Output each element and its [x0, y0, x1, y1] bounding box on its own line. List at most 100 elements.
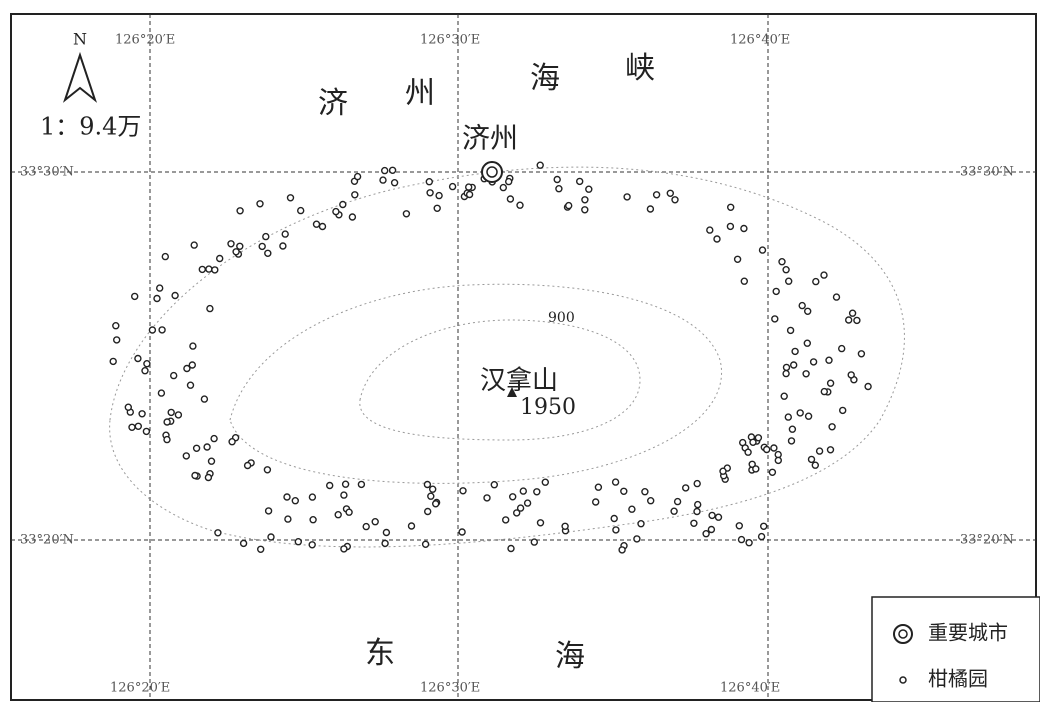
orchard [341, 480, 350, 488]
legend-label: 柑橘园 [928, 667, 988, 691]
orchard [308, 541, 316, 549]
orchard [796, 409, 804, 417]
orchard [112, 322, 120, 330]
orchard [787, 437, 796, 445]
orchard [348, 213, 357, 221]
orchard [828, 423, 836, 431]
orchard [435, 191, 443, 200]
orchard [167, 408, 175, 417]
orchard [770, 444, 778, 452]
orchard [281, 230, 289, 238]
legend: 重要城市 柑橘园 [871, 596, 1040, 702]
lon-label: 126°20′E [115, 33, 175, 48]
orchard [421, 540, 430, 548]
orchard [804, 412, 813, 420]
orchard [381, 166, 389, 175]
orchard [809, 358, 818, 366]
orchard [459, 487, 467, 495]
city-name: 济州 [462, 122, 518, 155]
orchard [826, 379, 835, 387]
orchard [206, 304, 214, 313]
island-relief [109, 166, 905, 548]
orchard [448, 182, 457, 191]
orchard [345, 508, 353, 516]
orchard [211, 266, 219, 274]
orchard [790, 361, 798, 369]
orchard [847, 371, 855, 379]
orchard [839, 406, 847, 415]
orchard [157, 389, 166, 397]
orchard [812, 277, 820, 286]
orchard [153, 294, 161, 303]
orchard [286, 194, 295, 202]
orchard [673, 497, 682, 506]
north-arrow: N [62, 30, 98, 103]
orchard [771, 315, 779, 323]
orchard [811, 461, 819, 469]
orchard [555, 184, 563, 193]
orchard [190, 241, 198, 249]
orchard [138, 410, 146, 418]
north-label: N [73, 30, 87, 49]
orchard [424, 507, 432, 516]
scale-label: 1：9.4万 [40, 113, 141, 141]
orchard [733, 255, 742, 263]
orchard [754, 434, 763, 442]
orchard [283, 493, 291, 501]
orchard [576, 177, 584, 186]
orchard [610, 514, 618, 523]
orchard [561, 522, 569, 530]
orchard [312, 220, 321, 228]
orchard [505, 177, 513, 186]
orchard [128, 423, 136, 431]
orchard [228, 438, 236, 446]
orchard [239, 539, 248, 548]
strait-char: 州 [405, 76, 435, 111]
orchard [200, 395, 209, 403]
orchard [388, 166, 397, 175]
orchard-points [109, 161, 872, 554]
orchard [745, 539, 753, 547]
orchard [719, 467, 727, 475]
orchard [763, 445, 771, 454]
orchard [483, 494, 491, 502]
orchard [798, 301, 806, 310]
orchard [142, 427, 151, 436]
orchard [318, 222, 327, 231]
orchard [227, 240, 235, 248]
orchard [214, 529, 222, 537]
strait-char: 海 [530, 61, 560, 96]
orchard [749, 438, 757, 446]
orchard [161, 252, 170, 261]
orchard [784, 413, 792, 421]
orchard [340, 491, 348, 499]
orchard [458, 528, 466, 536]
orchard [553, 175, 561, 184]
orchard [702, 530, 710, 538]
orchard [169, 371, 178, 380]
orchard [382, 528, 391, 537]
orchard [541, 478, 549, 486]
orchard [727, 203, 735, 212]
orchard [339, 200, 347, 209]
orchard [825, 356, 833, 364]
strait-char: 济 [318, 86, 348, 121]
orchard [641, 488, 649, 496]
orchard [236, 242, 244, 251]
orchard [499, 183, 507, 192]
orchard [215, 254, 224, 263]
orchard [148, 326, 157, 334]
orchard [134, 422, 143, 430]
orchard [772, 287, 780, 296]
orchard [647, 497, 655, 505]
orchard [353, 172, 362, 181]
orchard [726, 222, 735, 231]
orchard [820, 271, 828, 279]
contour-label: 900 [548, 310, 575, 326]
orchard [707, 525, 716, 534]
orchard [264, 507, 273, 515]
legend-label: 重要城市 [928, 621, 1008, 645]
orchard [506, 195, 515, 203]
orchard [735, 522, 743, 530]
